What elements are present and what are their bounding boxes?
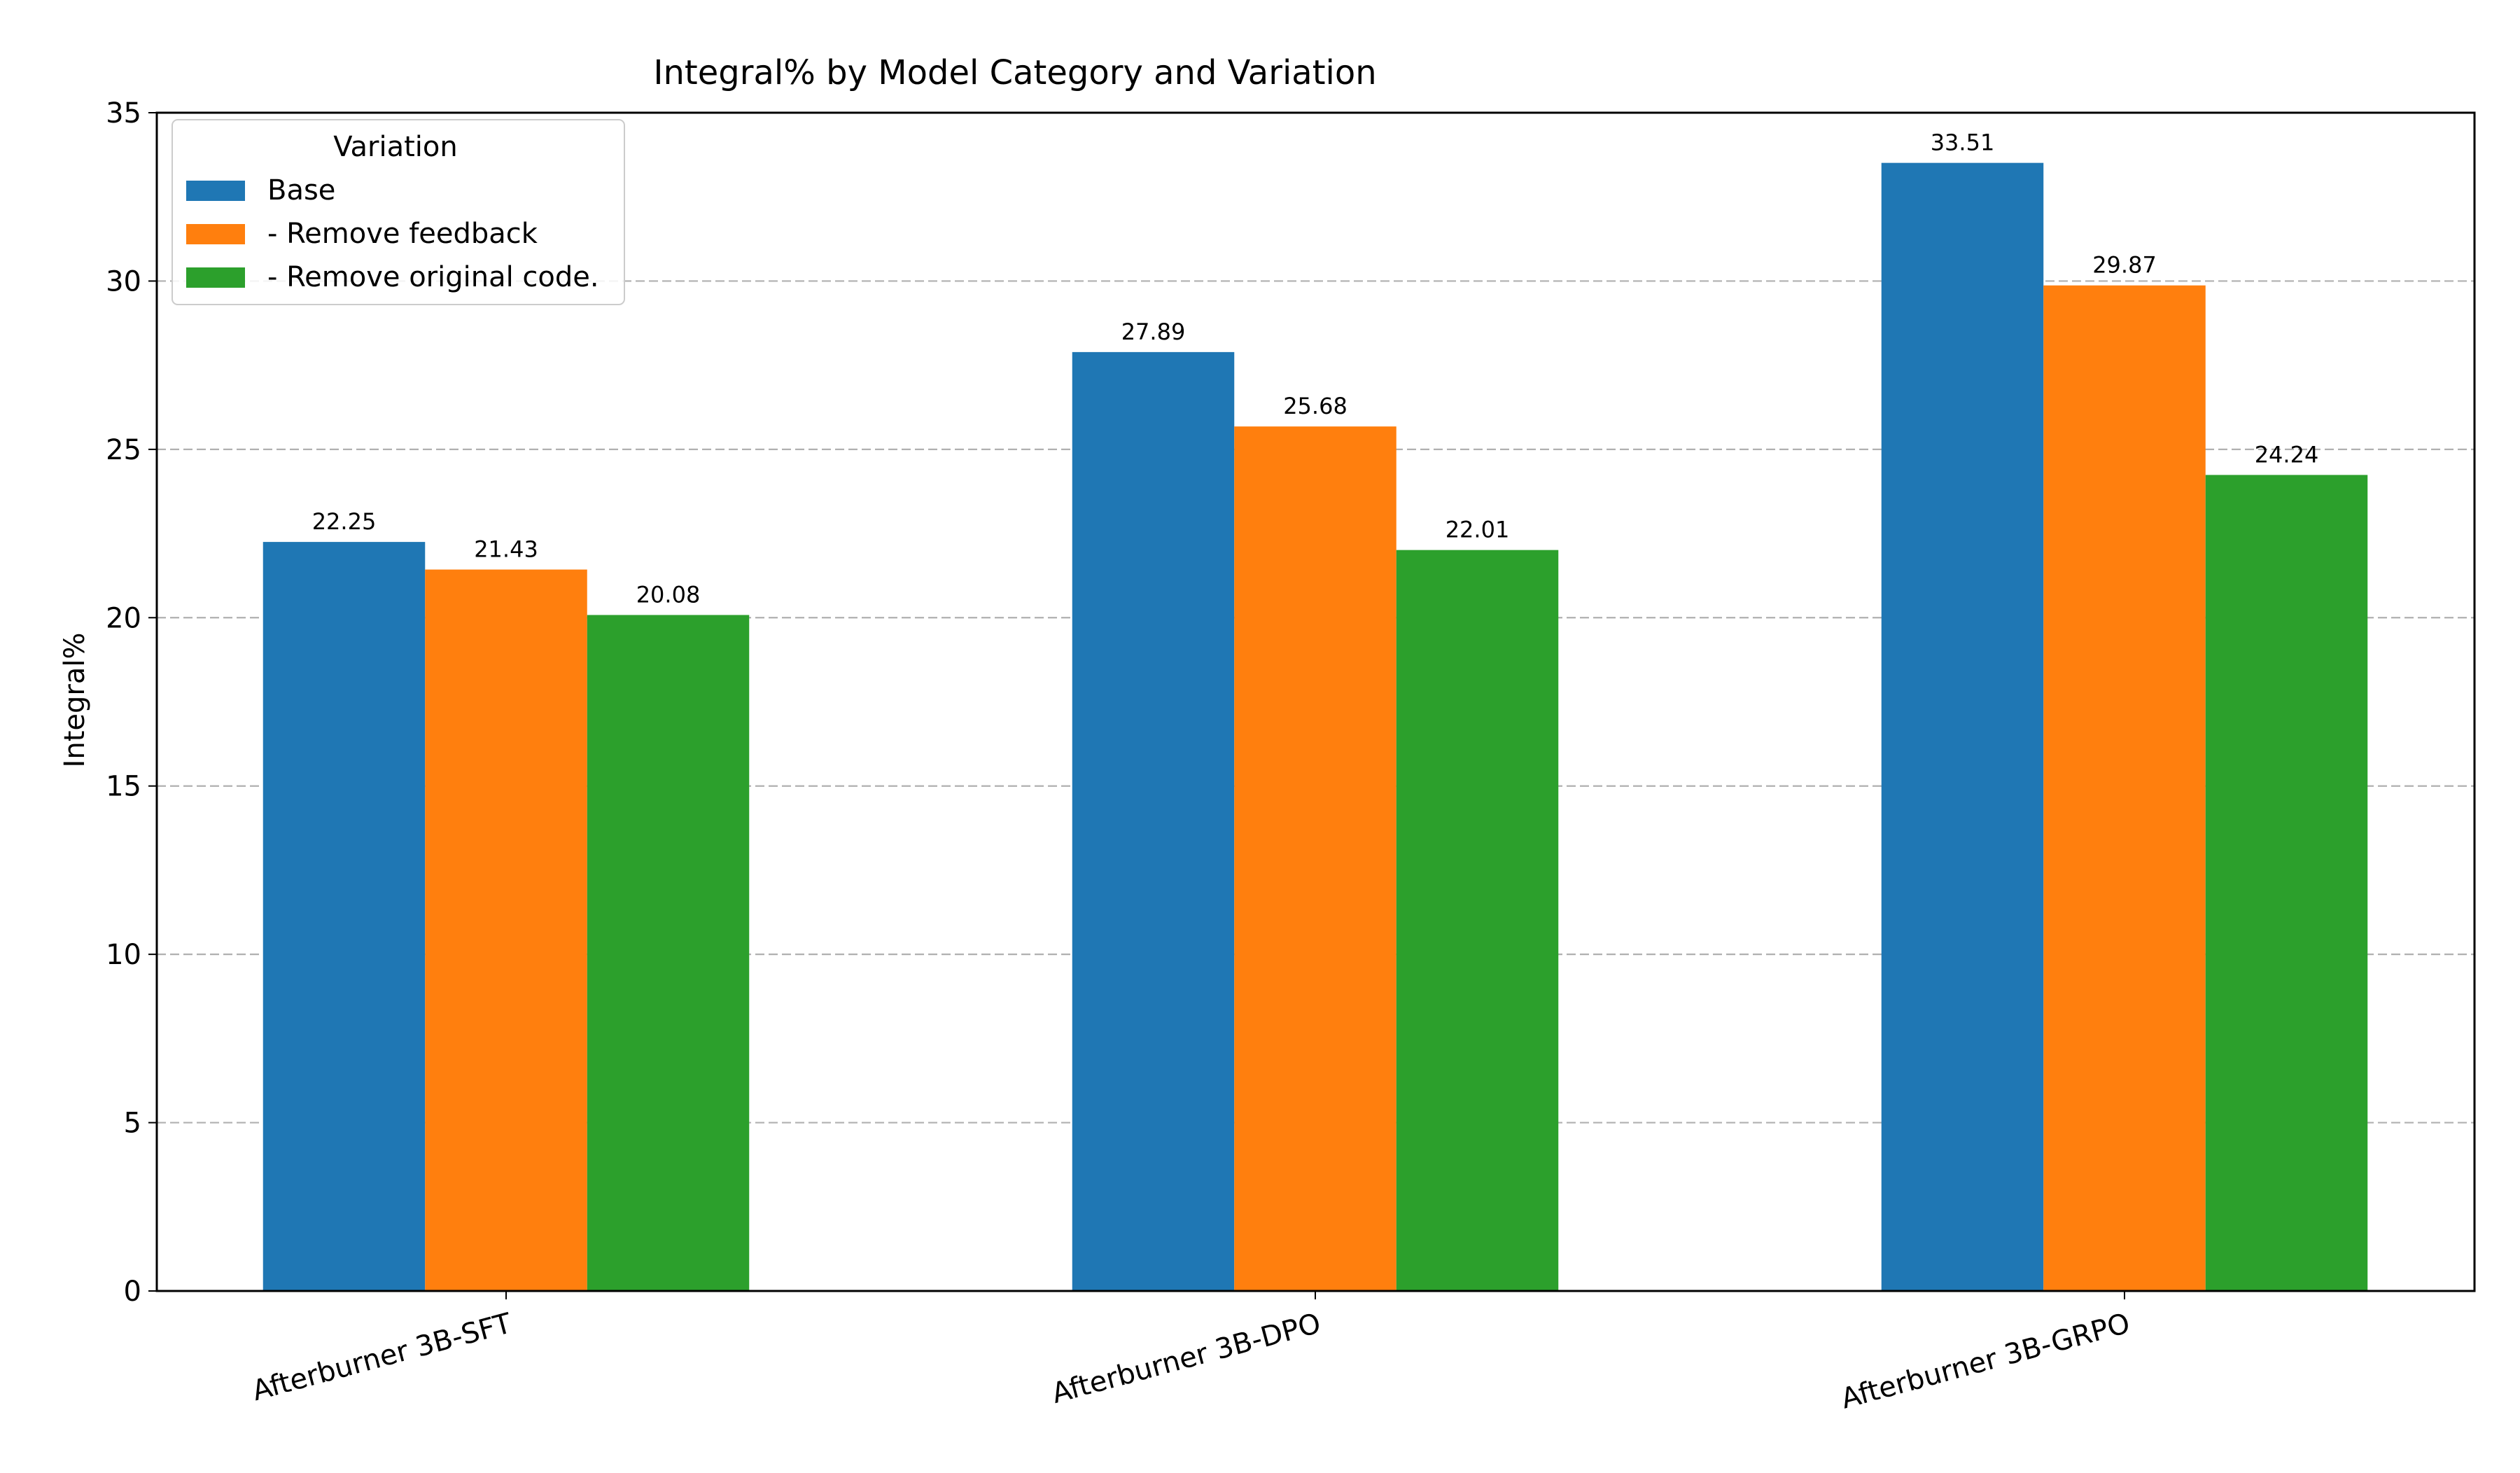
legend-label: - Remove original code. xyxy=(267,261,599,293)
chart-title: Integral% by Model Category and Variatio… xyxy=(653,53,1376,92)
legend-swatch xyxy=(186,267,245,288)
bar-value-label: 21.43 xyxy=(474,536,538,563)
legend-label: - Remove feedback xyxy=(267,218,538,250)
bar xyxy=(1234,426,1396,1291)
y-tick-label: 35 xyxy=(106,97,141,130)
bar xyxy=(2205,475,2368,1291)
legend: Variation Base - Remove feedback - Remove o… xyxy=(172,119,625,305)
bar-value-label: 27.89 xyxy=(1121,319,1186,345)
legend-label: Base xyxy=(267,174,335,207)
y-tick-label: 30 xyxy=(106,265,141,298)
y-axis-label: Integral% xyxy=(59,633,91,768)
plot-frame xyxy=(155,111,2476,1292)
bar-value-label: 33.51 xyxy=(1931,130,1995,156)
legend-frame xyxy=(172,119,625,305)
bar xyxy=(425,569,587,1291)
bar xyxy=(1072,351,1235,1292)
y-tick-label: 10 xyxy=(106,939,141,971)
bar xyxy=(587,615,750,1291)
bar-value-label: 29.87 xyxy=(2092,252,2157,279)
data-labels: 22.25 27.89 33.51 21.43 25.68 29.87 20.08 22.01… xyxy=(312,130,2319,608)
bar-value-label: 24.24 xyxy=(2255,441,2319,468)
legend-swatch xyxy=(186,224,245,244)
bar-value-label: 22.01 xyxy=(1446,517,1510,543)
bar xyxy=(262,542,426,1292)
legend-title: Variation xyxy=(333,131,457,163)
bar xyxy=(1396,550,1559,1291)
y-tick-label: 15 xyxy=(106,771,141,803)
bar xyxy=(2043,285,2206,1292)
bar xyxy=(1881,162,2044,1292)
bars xyxy=(262,162,2368,1292)
y-tick-label: 20 xyxy=(106,602,141,634)
bar-value-label: 25.68 xyxy=(1283,393,1348,419)
legend-swatch xyxy=(186,181,245,201)
y-tick-label: 5 xyxy=(124,1108,141,1140)
y-tick-label: 0 xyxy=(124,1276,141,1308)
y-tick-label: 25 xyxy=(106,434,141,466)
bar-value-label: 22.25 xyxy=(312,508,377,535)
bar-value-label: 20.08 xyxy=(636,581,701,608)
